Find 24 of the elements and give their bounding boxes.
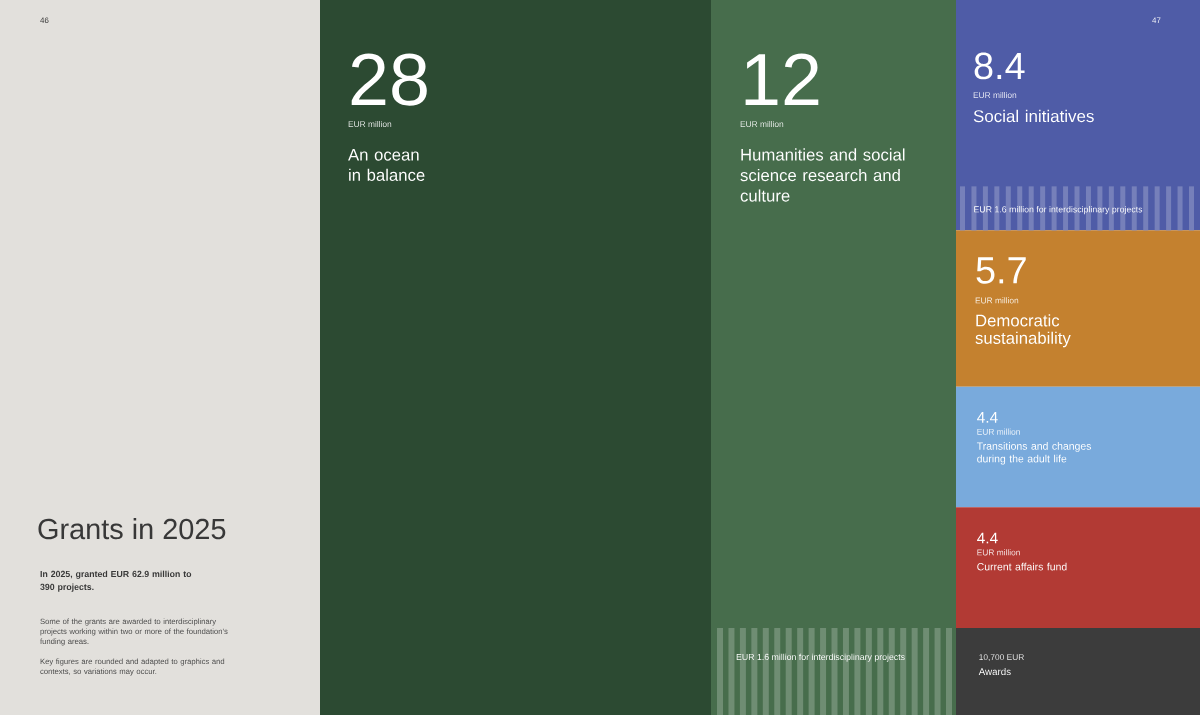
category-label: Humanities and social science research and culture [740, 148, 905, 202]
text: EUR 1.6 million for interdisciplinary projects [974, 205, 1143, 215]
text: EUR million [348, 120, 392, 128]
category-label: Democratic sustainability [975, 314, 1071, 348]
text: EUR 1.6 million for interdisciplinary projects [736, 653, 905, 662]
text: EUR million [740, 120, 784, 128]
text: EUR million [973, 91, 1017, 99]
data-label: 8.4 [974, 52, 1025, 80]
category-label: Social initiatives [973, 109, 1094, 123]
category-label: Current affairs fund [977, 562, 1067, 571]
data-label: 4.4 [977, 532, 998, 544]
text: Grants in 2025 [38, 518, 226, 540]
text: 10,700 EUR [979, 654, 1024, 662]
data-label: 4.4 [977, 412, 998, 423]
text: EUR million [977, 549, 1020, 556]
text: In 2025, granted EUR 62.9 million to 390 projects. [40, 570, 192, 592]
category-label: Transitions and changes during the adult life [976, 442, 1092, 465]
text: EUR million [975, 297, 1019, 304]
data-label: 5.7 [976, 257, 1026, 284]
data-label: 12 [745, 53, 819, 105]
category-label: Awards [978, 667, 1011, 676]
category-label: An ocean in balance [348, 148, 425, 181]
data-label: 28 [351, 53, 427, 106]
text: EUR million [977, 428, 1020, 435]
